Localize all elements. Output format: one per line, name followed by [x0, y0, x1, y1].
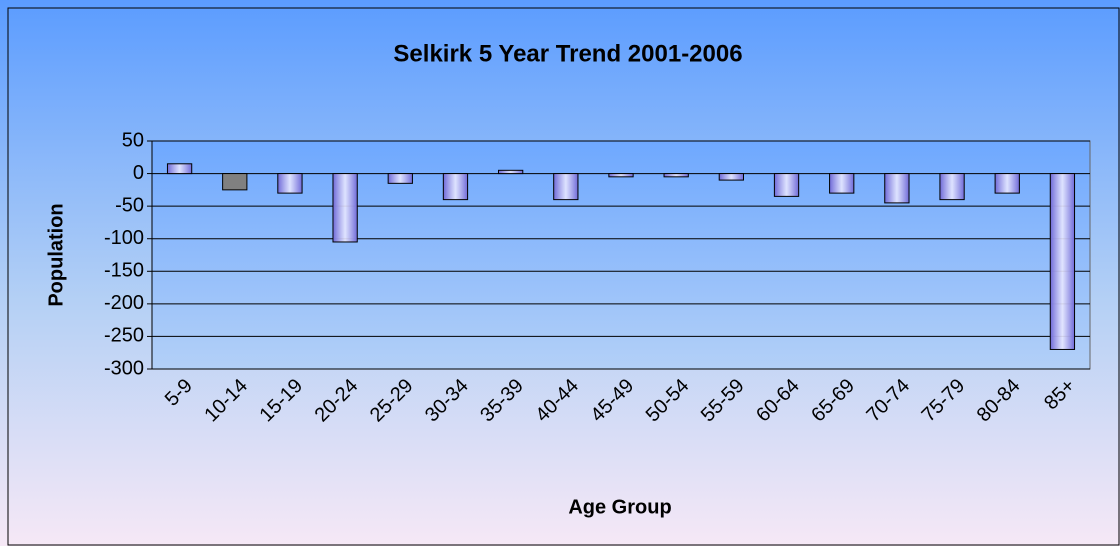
bar — [498, 169, 524, 175]
bar — [222, 173, 248, 191]
y-tick-label: -200 — [104, 292, 144, 314]
bar — [663, 173, 689, 178]
bar — [884, 173, 910, 204]
y-tick-label: 0 — [133, 162, 144, 184]
y-tick-label: 50 — [122, 129, 144, 151]
y-tick-label: -100 — [104, 227, 144, 249]
bar — [608, 173, 634, 178]
bar — [387, 173, 413, 184]
plot-area — [151, 140, 1091, 370]
chart-title: Selkirk 5 Year Trend 2001-2006 — [393, 40, 742, 67]
chart-border — [7, 7, 1120, 546]
x-axis-title: Age Group — [568, 496, 671, 518]
y-tick-label: -300 — [104, 357, 144, 379]
y-axis-title: Population — [45, 203, 67, 306]
bar — [994, 173, 1020, 194]
bar — [718, 173, 744, 181]
y-tick-label: -150 — [104, 260, 144, 282]
bar — [166, 163, 193, 175]
bar — [277, 173, 303, 194]
bar — [442, 173, 469, 201]
bar — [829, 173, 855, 194]
bar — [773, 173, 800, 197]
y-tick-label: -50 — [115, 194, 144, 216]
bar — [332, 173, 358, 243]
bar — [1049, 173, 1076, 350]
bar — [939, 173, 965, 201]
y-tick-label: -250 — [104, 325, 144, 347]
bar — [553, 173, 579, 201]
